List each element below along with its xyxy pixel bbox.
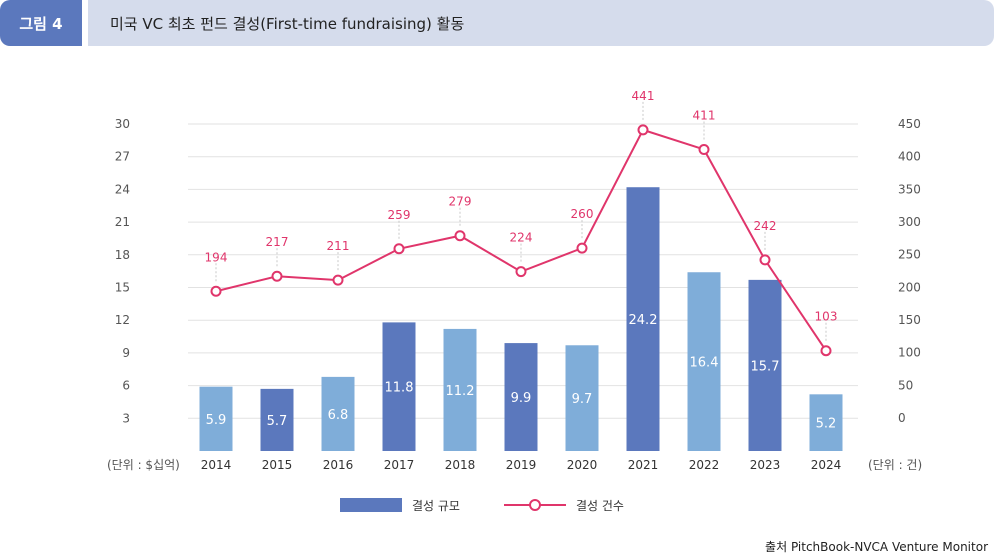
- y-left-tick: 24: [115, 182, 130, 196]
- bar-value-label: 11.2: [446, 384, 475, 399]
- y-right-tick: 150: [898, 313, 921, 327]
- y-left-tick: 30: [115, 117, 130, 131]
- bar: [687, 272, 721, 451]
- y-left-tick: 15: [115, 281, 130, 295]
- bar: [504, 343, 538, 451]
- bar: [321, 376, 355, 451]
- bar: [260, 388, 294, 451]
- line-point: [637, 124, 649, 136]
- line-point: [698, 143, 710, 155]
- line-point: [576, 242, 588, 254]
- y-right-tick: 100: [898, 346, 921, 360]
- x-tick: 2015: [262, 458, 293, 472]
- y-left-tick: 12: [115, 313, 130, 327]
- figure-label: 그림 4: [0, 0, 82, 46]
- legend-item-line: 결성 건수: [503, 497, 624, 514]
- line-point: [454, 230, 466, 242]
- source-note: 출처 PitchBook-NVCA Venture Monitor: [765, 540, 988, 554]
- line-value-label: 260: [571, 207, 594, 221]
- title-bar: 미국 VC 최초 펀드 결성(First-time fundraising) 활…: [88, 0, 994, 46]
- bar: [199, 386, 233, 451]
- bar: [565, 345, 599, 451]
- x-tick: 2022: [689, 458, 720, 472]
- bar: [443, 328, 477, 451]
- line-value-label: 217: [266, 235, 289, 249]
- bar: [809, 394, 843, 451]
- y-left-tick: 9: [122, 346, 130, 360]
- bar: [382, 322, 416, 451]
- bar: [748, 279, 782, 451]
- y-left-tick: 21: [115, 215, 130, 229]
- x-tick: 2023: [750, 458, 781, 472]
- x-tick: 2014: [201, 458, 232, 472]
- line-point: [759, 254, 771, 266]
- line-point: [332, 274, 344, 286]
- y-right-tick: 300: [898, 215, 921, 229]
- y-left-tick: 6: [122, 379, 130, 393]
- chart-title: 미국 VC 최초 펀드 결성(First-time fundraising) 활…: [110, 14, 465, 33]
- y-right-tick: 50: [898, 378, 913, 392]
- bar-value-label: 11.8: [385, 381, 414, 396]
- bar-value-label: 24.2: [629, 313, 658, 328]
- bar-value-label: 5.7: [267, 414, 288, 429]
- line-value-label: 411: [693, 108, 716, 122]
- x-tick: 2024: [811, 458, 842, 472]
- legend-line-label: 결성 건수: [575, 498, 624, 513]
- bar-value-label: 6.8: [328, 408, 349, 423]
- line-value-label: 224: [510, 231, 533, 245]
- bar: [626, 187, 660, 451]
- y-right-tick: 450: [898, 117, 921, 131]
- right-unit-label: (단위 : 건): [868, 458, 922, 472]
- bar-value-label: 15.7: [751, 359, 780, 374]
- line-value-label: 103: [815, 310, 838, 324]
- bar-value-label: 16.4: [690, 356, 719, 371]
- figure-header: 그림 4 미국 VC 최초 펀드 결성(First-time fundraisi…: [0, 0, 994, 46]
- line-point: [210, 285, 222, 297]
- line-point: [271, 270, 283, 282]
- legend-item-bar: 결성 규모: [340, 497, 460, 514]
- x-tick: 2019: [506, 458, 537, 472]
- y-right-tick: 200: [898, 280, 921, 294]
- bar-value-label: 5.2: [816, 417, 837, 432]
- y-right-tick: 350: [898, 182, 921, 196]
- x-tick: 2021: [628, 458, 659, 472]
- legend-bar-label: 결성 규모: [412, 498, 460, 513]
- x-tick: 2016: [323, 458, 354, 472]
- line-value-label: 441: [632, 89, 655, 103]
- left-unit-label: (단위 : $십억): [107, 458, 180, 472]
- y-right-tick: 250: [898, 248, 921, 262]
- y-left-tick: 27: [115, 150, 130, 164]
- y-left-tick: 3: [122, 411, 130, 425]
- y-right-tick: 400: [898, 150, 921, 164]
- x-tick: 2020: [567, 458, 598, 472]
- x-tick: 2017: [384, 458, 415, 472]
- bar-value-label: 9.7: [572, 392, 593, 407]
- line-value-label: 259: [388, 208, 411, 222]
- legend-bar-swatch: [340, 498, 402, 512]
- legend-line-swatch: [503, 498, 566, 512]
- line-point: [393, 243, 405, 255]
- bar-value-label: 5.9: [206, 413, 227, 428]
- line-value-label: 211: [327, 239, 350, 253]
- line-point: [820, 345, 832, 357]
- line-value-label: 242: [754, 219, 777, 233]
- bar-value-label: 9.9: [511, 391, 532, 406]
- line-point: [515, 266, 527, 278]
- line-value-label: 279: [449, 195, 472, 209]
- y-left-tick: 18: [115, 248, 130, 262]
- line-value-label: 194: [205, 250, 228, 264]
- x-tick: 2018: [445, 458, 476, 472]
- y-right-tick: 0: [898, 411, 906, 425]
- chart-legend: 결성 규모 결성 건수: [340, 494, 668, 516]
